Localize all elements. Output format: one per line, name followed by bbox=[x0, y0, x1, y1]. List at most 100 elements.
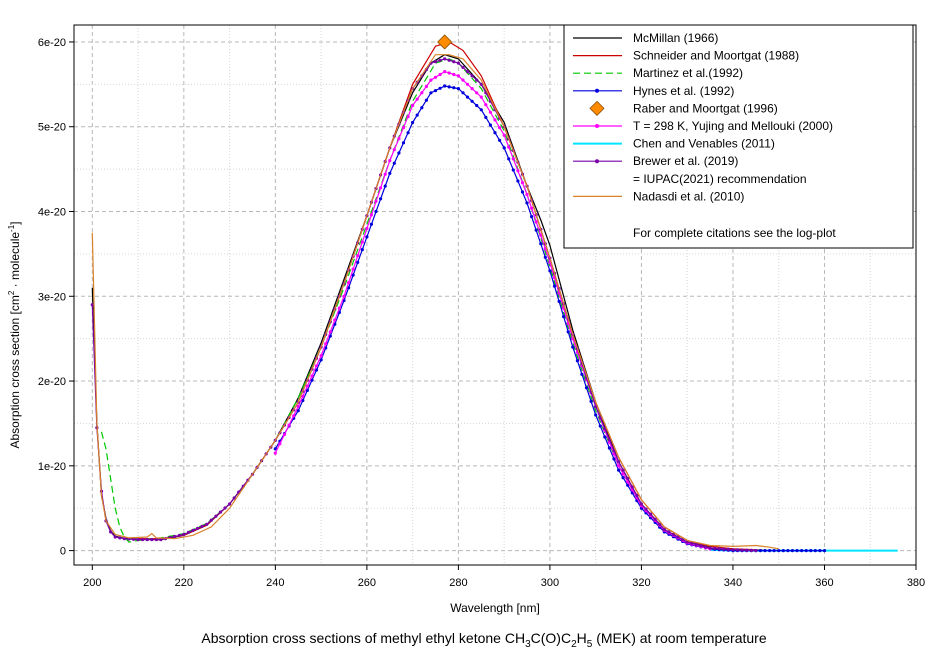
data-point bbox=[145, 538, 149, 542]
data-point bbox=[433, 89, 438, 93]
data-point bbox=[301, 398, 305, 403]
data-point bbox=[232, 496, 236, 500]
legend-entry: Nadasdi et al. (2010) bbox=[573, 189, 744, 203]
data-point bbox=[196, 526, 200, 531]
data-point bbox=[763, 549, 767, 553]
data-point bbox=[452, 72, 456, 77]
data-point bbox=[722, 547, 726, 551]
data-point bbox=[379, 197, 383, 201]
data-point bbox=[438, 86, 442, 90]
data-point bbox=[607, 446, 612, 450]
data-point bbox=[113, 535, 117, 539]
data-point bbox=[612, 449, 616, 453]
data-point bbox=[388, 159, 392, 163]
series-martinez-et-al-1992 bbox=[100, 58, 711, 549]
data-point bbox=[768, 549, 772, 553]
axis-ticks: 200 220 240 260 280 300 320 340 360 380 0 1e-20 2e-2… bbox=[38, 37, 925, 589]
data-point bbox=[511, 157, 515, 161]
data-point bbox=[552, 284, 557, 288]
data-point bbox=[548, 269, 552, 273]
data-point bbox=[154, 538, 158, 542]
data-point bbox=[612, 457, 616, 461]
data-point bbox=[214, 514, 218, 518]
chart-title: Absorption cross sections of methyl ethy… bbox=[201, 630, 766, 650]
data-point bbox=[525, 192, 529, 197]
data-point bbox=[420, 91, 424, 95]
y-tick-label: 5e-20 bbox=[38, 122, 66, 134]
x-tick-label: 200 bbox=[83, 577, 101, 589]
data-point bbox=[365, 235, 369, 239]
data-point bbox=[603, 435, 607, 439]
data-point bbox=[374, 209, 378, 214]
data-point bbox=[182, 532, 186, 537]
data-point bbox=[630, 485, 634, 489]
data-point bbox=[424, 98, 428, 102]
data-point bbox=[456, 61, 460, 65]
data-point bbox=[347, 286, 351, 290]
data-point bbox=[356, 260, 360, 264]
data-point bbox=[447, 85, 451, 89]
data-point bbox=[177, 533, 181, 538]
data-point bbox=[598, 424, 602, 428]
data-point bbox=[310, 374, 314, 378]
data-point bbox=[525, 201, 529, 205]
data-point bbox=[461, 91, 465, 95]
data-point bbox=[122, 537, 126, 541]
data-point bbox=[649, 512, 653, 516]
y-tick-label: 4e-20 bbox=[38, 206, 66, 218]
data-point bbox=[424, 84, 428, 89]
data-point bbox=[319, 354, 323, 358]
data-point bbox=[507, 157, 511, 161]
data-point bbox=[150, 538, 154, 542]
data-point bbox=[479, 108, 483, 112]
data-point bbox=[594, 413, 598, 417]
data-point bbox=[516, 179, 520, 183]
data-point bbox=[662, 527, 666, 532]
data-point bbox=[324, 342, 328, 346]
data-point bbox=[287, 423, 291, 427]
data-point bbox=[694, 542, 698, 547]
data-point bbox=[800, 549, 804, 553]
data-point bbox=[516, 169, 520, 173]
legend-label: Hynes et al. (1992) bbox=[633, 84, 734, 98]
legend-entry: Chen and Venables (2011) bbox=[573, 137, 775, 151]
data-point bbox=[484, 103, 488, 107]
data-point bbox=[200, 524, 204, 528]
data-point bbox=[443, 70, 447, 74]
data-point bbox=[301, 394, 305, 398]
series-line bbox=[91, 54, 779, 550]
data-point bbox=[708, 546, 712, 550]
data-point bbox=[539, 242, 543, 246]
data-point bbox=[566, 330, 570, 334]
data-point bbox=[658, 522, 662, 526]
data-point bbox=[594, 404, 598, 409]
data-point bbox=[461, 65, 465, 69]
data-point bbox=[511, 168, 515, 172]
data-point bbox=[173, 534, 177, 539]
data-point bbox=[351, 273, 355, 277]
data-point bbox=[781, 549, 785, 553]
data-point bbox=[273, 447, 277, 451]
data-point bbox=[639, 502, 644, 506]
data-point bbox=[813, 549, 817, 553]
legend-label: Schneider and Moortgat (1988) bbox=[633, 49, 799, 63]
data-point bbox=[745, 548, 749, 552]
data-point bbox=[397, 151, 401, 155]
legend-entry: T = 298 K, Yujing and Mellouki (2000) bbox=[573, 119, 833, 133]
data-point bbox=[475, 78, 479, 82]
legend-swatch bbox=[589, 100, 605, 116]
legend-entry: Martinez et al.(1992) bbox=[573, 66, 743, 80]
data-point bbox=[465, 95, 470, 99]
data-point bbox=[626, 483, 630, 487]
legend-entry: Schneider and Moortgat (1988) bbox=[573, 49, 799, 63]
data-point bbox=[534, 228, 538, 232]
data-point bbox=[740, 548, 744, 552]
data-point bbox=[379, 186, 383, 190]
legend-swatch-marker bbox=[595, 88, 599, 93]
data-point bbox=[90, 303, 94, 307]
data-point bbox=[653, 517, 657, 521]
data-point bbox=[617, 460, 621, 464]
data-point bbox=[520, 190, 525, 194]
data-point bbox=[314, 364, 319, 368]
